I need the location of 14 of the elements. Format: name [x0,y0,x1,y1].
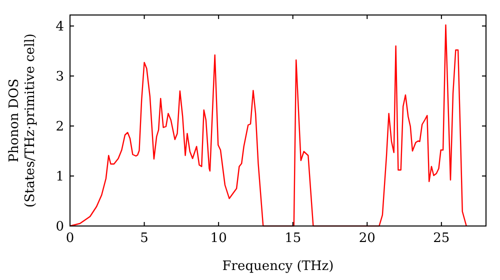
x-tick-label: 15 [284,231,302,246]
x-tick-label: 5 [140,231,148,246]
x-axis-title: Frequency (THz) [222,259,334,274]
y-tick-label: 0 [56,220,64,235]
y-tick-label: 3 [56,70,64,85]
y-axis-title: Phonon DOS (States/THz·primitive cell) [7,33,38,208]
y-tick-label: 2 [56,120,64,135]
y-tick-label: 4 [56,20,64,35]
x-tick-label: 25 [433,231,450,246]
x-tick-label: 10 [210,231,227,246]
y-tick-label: 1 [56,170,64,185]
x-tick-label: 20 [358,231,376,246]
x-tick-label: 0 [66,231,74,246]
line-series [69,24,467,227]
